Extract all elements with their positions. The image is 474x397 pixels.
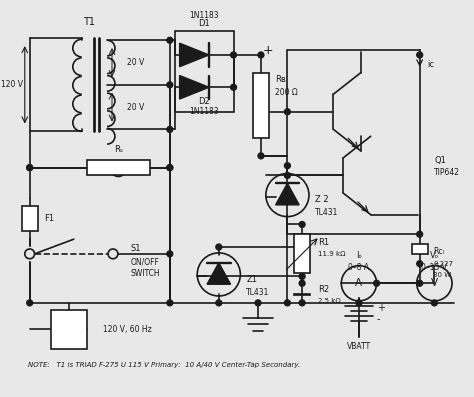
Polygon shape [180,75,209,99]
Text: Vₒ: Vₒ [430,251,439,260]
Text: Z 2: Z 2 [315,195,328,204]
Bar [22,206,37,231]
Bar [287,50,419,234]
Circle shape [230,52,237,58]
Text: 2.5 kΩ: 2.5 kΩ [318,299,340,304]
Text: 0.227: 0.227 [433,261,454,267]
Text: -: - [376,314,380,324]
Circle shape [299,274,305,279]
Text: 200 Ω: 200 Ω [274,88,297,97]
Circle shape [284,163,291,169]
Bar [253,73,269,138]
Circle shape [374,280,380,286]
Text: 1N1183: 1N1183 [189,11,219,20]
Text: +: + [263,44,273,56]
Text: 0–15 V: 0–15 V [421,263,447,272]
Text: ON/OFF: ON/OFF [131,257,159,266]
Circle shape [27,300,33,306]
Text: 1N1183: 1N1183 [189,107,219,116]
Text: 20 V: 20 V [127,102,144,112]
Text: Rʙ: Rʙ [274,75,285,84]
Text: R2: R2 [318,285,329,294]
Text: R1: R1 [318,238,329,247]
Polygon shape [276,183,299,205]
Text: S1: S1 [131,245,141,253]
Text: A: A [356,278,363,288]
Polygon shape [207,263,230,284]
Circle shape [258,153,264,159]
Text: 120 V, 60 Hz: 120 V, 60 Hz [103,325,152,334]
Text: iᴄ: iᴄ [428,60,435,69]
Circle shape [230,84,237,90]
Circle shape [27,165,33,171]
Bar [51,310,87,349]
Text: D2: D2 [198,98,210,106]
Text: TL431: TL431 [246,287,270,297]
Circle shape [167,251,173,257]
Circle shape [299,300,305,306]
Bar [87,160,150,175]
Circle shape [299,280,305,286]
Polygon shape [180,43,209,67]
Text: +: + [376,303,384,313]
Text: T1: T1 [83,17,95,27]
Circle shape [417,231,423,237]
Text: NOTE:   T1 is TRIAD F-275 U 115 V Primary:  10 A/40 V Center-Tap Secondary.: NOTE: T1 is TRIAD F-275 U 115 V Primary:… [27,362,300,368]
Text: V: V [431,278,438,288]
Bar [175,31,234,112]
Circle shape [255,300,261,306]
Circle shape [284,109,291,115]
Text: 20 V: 20 V [127,58,144,67]
Circle shape [167,165,173,171]
Text: F1: F1 [45,214,55,223]
Text: Rₛ: Rₛ [114,145,123,154]
Circle shape [167,165,173,171]
Text: Rᴄₗ: Rᴄₗ [433,247,444,256]
Text: 0–8 A: 0–8 A [348,263,370,272]
Circle shape [216,300,222,306]
Text: Z1: Z1 [246,275,257,284]
Bar [412,244,428,254]
Bar [294,294,310,295]
Circle shape [356,300,362,306]
Text: 11.9 kΩ: 11.9 kΩ [318,251,345,257]
Text: Q1: Q1 [434,156,446,165]
Circle shape [258,52,264,58]
Text: 120 V: 120 V [1,80,23,89]
Circle shape [27,165,33,171]
Text: TL431: TL431 [315,208,338,217]
Circle shape [216,244,222,250]
Circle shape [417,280,423,286]
Text: TIP642: TIP642 [434,168,460,177]
Text: Iₒ: Iₒ [356,251,362,260]
Circle shape [431,300,438,306]
Circle shape [417,261,423,267]
Text: SWITCH: SWITCH [131,269,160,278]
Text: D1: D1 [198,19,210,28]
Circle shape [167,82,173,88]
Circle shape [284,300,291,306]
Circle shape [167,127,173,132]
Text: VBATT: VBATT [347,343,371,351]
Text: 30 W: 30 W [433,272,452,278]
Bar [294,234,310,274]
Circle shape [417,52,423,58]
Circle shape [299,222,305,227]
Circle shape [284,173,291,178]
Circle shape [167,37,173,43]
Circle shape [167,300,173,306]
